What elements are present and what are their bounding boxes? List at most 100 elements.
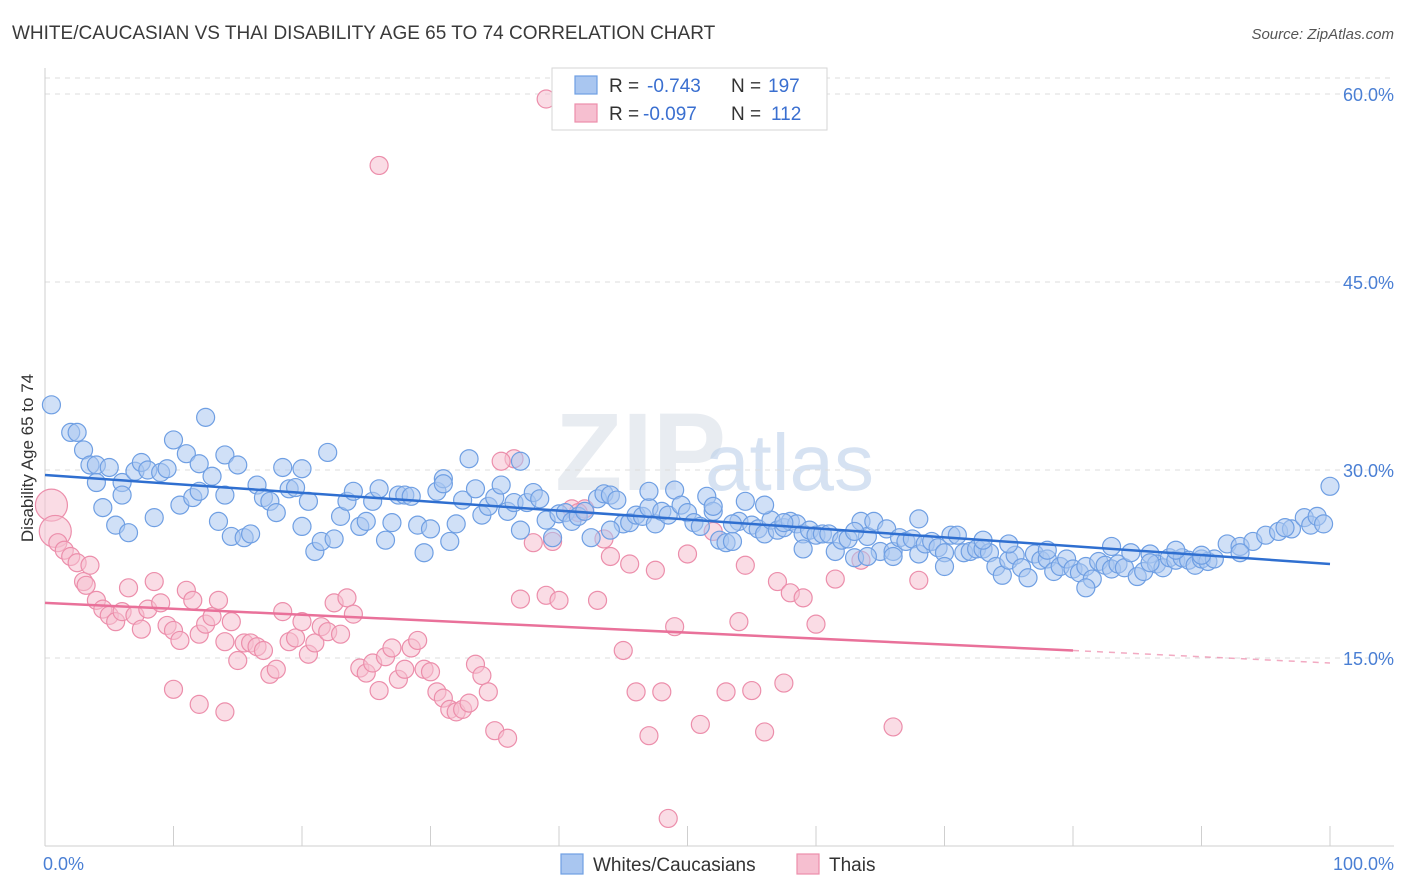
thais-trend-extension <box>1072 649 1331 664</box>
thais-point-112 <box>909 570 929 590</box>
whites-point-0 <box>41 395 62 415</box>
legend-n-label-whites: N = <box>731 76 761 97</box>
y-tick-label-15: 15.0% <box>1343 649 1394 669</box>
thais-point-108 <box>774 673 794 693</box>
thais-point-100 <box>369 155 389 176</box>
legend-swatch-whites <box>574 75 598 95</box>
whites-point-214 <box>600 520 621 540</box>
whites-point-205 <box>189 454 209 474</box>
thais-point-67 <box>459 693 479 713</box>
whites-point-213 <box>292 516 312 537</box>
thais-point-61 <box>420 662 441 682</box>
whites-point-104 <box>722 531 743 552</box>
whites-point-22 <box>196 407 216 427</box>
bottom-legend-label-whites: Whites/Caucasians <box>593 855 756 876</box>
whites-points <box>41 395 1340 598</box>
whites-point-34 <box>273 457 293 478</box>
whites-point-217 <box>1166 540 1186 560</box>
whites-point-50 <box>375 530 396 550</box>
y-axis-label: Disability Age 65 to 74 <box>18 374 37 542</box>
thais-point-31 <box>228 650 248 671</box>
thais-point-40 <box>285 628 306 648</box>
thais-point-22 <box>170 630 190 651</box>
whites-point-2 <box>67 422 87 442</box>
thais-point-109 <box>825 569 845 589</box>
whites-point-86 <box>607 490 627 510</box>
whites-point-23 <box>202 466 222 486</box>
legend-n-label-thais: N = <box>731 104 761 125</box>
whites-point-166 <box>1121 543 1141 563</box>
thais-point-93 <box>767 571 788 592</box>
x-tick-marks <box>44 826 1331 846</box>
thais-point-7 <box>76 575 96 595</box>
whites-point-7 <box>99 457 119 478</box>
whites-point-68 <box>491 475 511 495</box>
thais-point-70 <box>478 682 498 702</box>
thais-point-59 <box>408 630 428 651</box>
thais-point-92 <box>754 722 775 742</box>
correlation-legend: R = -0.743 N = 197 R = -0.097 N = 112 <box>551 67 828 131</box>
thais-point-115 <box>189 694 209 714</box>
thais-point-29 <box>215 632 235 652</box>
whites-point-6 <box>93 498 113 518</box>
series-legend: Whites/Caucasians Thais <box>560 853 875 876</box>
thais-point-69 <box>472 665 492 686</box>
whites-point-54 <box>401 486 421 506</box>
whites-point-61 <box>446 514 466 534</box>
thais-point-18 <box>144 571 164 592</box>
whites-point-17 <box>163 430 184 450</box>
whites-point-203 <box>1140 553 1160 573</box>
whites-point-211 <box>1275 518 1295 538</box>
thais-point-73 <box>510 589 531 609</box>
whites-point-139 <box>947 525 967 545</box>
bottom-legend-swatch-thais <box>796 853 820 875</box>
whites-point-49 <box>369 479 389 499</box>
thais-point-76 <box>549 590 569 610</box>
chart-source: Source: ZipAtlas.com <box>1251 26 1394 43</box>
whites-point-41 <box>318 442 338 463</box>
whites-point-24 <box>208 511 229 531</box>
thais-point-87 <box>690 714 710 735</box>
thais-point-89 <box>716 682 736 702</box>
thais-point-8 <box>80 555 100 575</box>
thais-point-48 <box>337 588 357 608</box>
thais-point-30 <box>221 612 241 632</box>
whites-point-219 <box>857 546 878 567</box>
thais-point-107 <box>735 555 755 575</box>
thais-point-28 <box>208 590 229 610</box>
thais-point-82 <box>626 682 646 702</box>
thais-point-95 <box>793 588 813 608</box>
whites-point-19 <box>176 444 196 464</box>
thais-point-47 <box>330 624 351 644</box>
thais-point-81 <box>613 640 633 661</box>
whites-point-29 <box>241 524 261 544</box>
chart-title: WHITE/CAUCASIAN VS THAI DISABILITY AGE 6… <box>12 23 716 44</box>
whites-point-38 <box>298 491 319 511</box>
thais-point-38 <box>273 602 293 622</box>
thais-point-35 <box>253 640 274 661</box>
thais-point-16 <box>131 619 151 639</box>
thais-point-114 <box>163 679 184 699</box>
whites-point-33 <box>266 503 286 523</box>
whites-point-206 <box>433 474 453 494</box>
whites-point-63 <box>459 449 479 469</box>
thais-point-53 <box>369 680 389 701</box>
legend-r-value-thais: -0.097 <box>643 104 697 125</box>
whites-point-190 <box>86 472 107 493</box>
y-tick-label-45: 45.0% <box>1343 273 1394 293</box>
watermark-atlas: atlas <box>705 418 874 507</box>
bottom-legend-label-thais: Thais <box>829 855 875 876</box>
thais-point-101 <box>491 451 511 471</box>
thais-trend-line <box>44 601 1074 652</box>
legend-box <box>551 67 828 131</box>
axes <box>44 68 1394 847</box>
thais-point-49 <box>343 604 363 624</box>
whites-point-64 <box>465 479 486 499</box>
whites-point-27 <box>228 455 248 475</box>
thais-point-96 <box>806 614 826 634</box>
y-tick-label-30: 30.0% <box>1343 461 1394 481</box>
thais-point-91 <box>742 680 762 701</box>
legend-n-value-thais: 112 <box>771 104 801 125</box>
whites-point-37 <box>292 459 312 479</box>
